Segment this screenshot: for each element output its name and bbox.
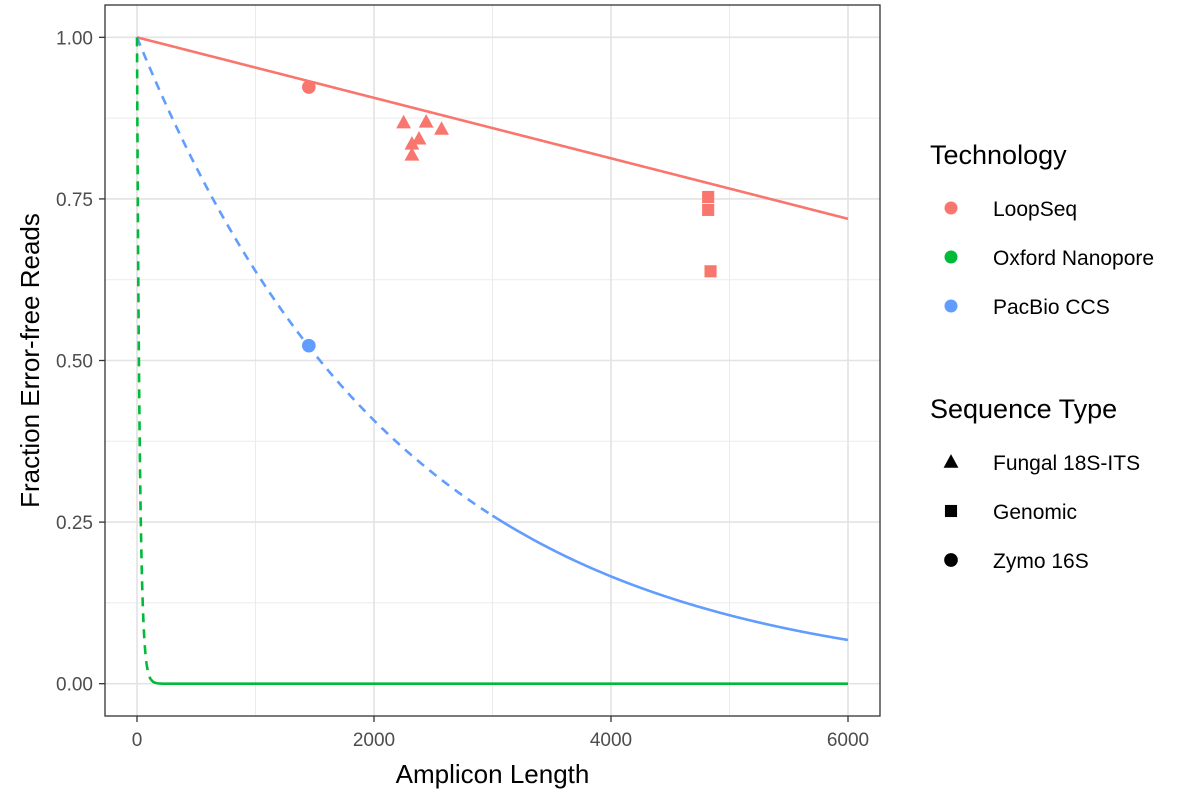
- legend-swatch: [944, 201, 958, 215]
- x-tick-label: 6000: [827, 730, 869, 751]
- data-point: [404, 147, 420, 161]
- legend-sequence-type-entries: Fungal 18S-ITS Genomic Zymo 16S: [943, 452, 1140, 573]
- legend-label: Zymo 16S: [993, 550, 1089, 573]
- y-axis-title: Fraction Error-free Reads: [15, 213, 45, 508]
- data-point: [702, 203, 715, 216]
- x-tick-label: 0: [132, 730, 143, 751]
- data-point: [434, 121, 449, 135]
- tick-layer: 0 2000 4000 6000 0.00 0.25 0.50 0.75 1.00: [56, 28, 869, 751]
- curve-layer: [135, 36, 849, 685]
- legend-label: PacBio CCS: [993, 296, 1110, 319]
- data-point: [396, 114, 412, 129]
- x-tick-label: 4000: [590, 730, 632, 751]
- data-point: [411, 130, 427, 145]
- legend-swatch: [944, 250, 958, 264]
- x-tick-label: 2000: [353, 730, 395, 751]
- legend-technology-title: Technology: [930, 140, 1067, 170]
- x-axis-title: Amplicon Length: [396, 759, 590, 789]
- y-tick-label: 1.00: [56, 28, 93, 49]
- legend-swatch: [943, 454, 959, 468]
- legend-label: LoopSeq: [993, 198, 1077, 221]
- legend-label: Genomic: [993, 501, 1077, 524]
- point-layer: [302, 80, 717, 353]
- legend-swatch: [944, 504, 958, 518]
- data-point: [704, 265, 717, 278]
- legend-swatch: [944, 299, 958, 313]
- data-point: [702, 190, 715, 204]
- legend-sequence-type-title: Sequence Type: [930, 394, 1117, 424]
- grid-layer: [105, 5, 880, 716]
- data-point: [418, 114, 434, 128]
- y-tick-label: 0.50: [56, 352, 93, 373]
- data-point: [302, 338, 316, 353]
- y-tick-label: 0.75: [56, 190, 93, 211]
- curve-loopseq-solid: [136, 36, 849, 221]
- data-point: [404, 136, 420, 150]
- curve-pacbio-ccs-solid: [491, 514, 849, 642]
- legend: Technology LoopSeq Oxford Nanopore PacBio …: [930, 140, 1154, 573]
- data-point: [302, 80, 316, 94]
- curve-pacbio-ccs-dashed: [135, 36, 494, 517]
- y-tick-label: 0.25: [56, 513, 93, 534]
- legend-swatch: [944, 553, 958, 567]
- legend-label: Oxford Nanopore: [993, 247, 1154, 270]
- legend-label: Fungal 18S-ITS: [993, 452, 1140, 475]
- legend-technology-entries: LoopSeq Oxford Nanopore PacBio CCS: [944, 198, 1154, 319]
- y-tick-label: 0.00: [56, 675, 93, 696]
- curve-oxford-nanopore-dashed: [135, 37, 153, 681]
- curve-oxford-nanopore-solid: [150, 679, 848, 685]
